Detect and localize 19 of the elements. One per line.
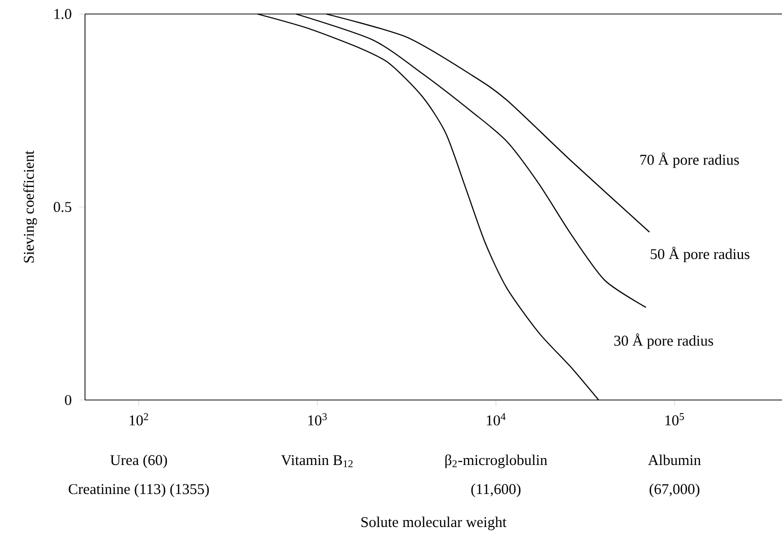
x-tick-label: 10$^{5}$ xyxy=(665,413,684,426)
y-tick-label: 0.5 xyxy=(54,202,72,212)
text: Solute molecular weight xyxy=(361,516,506,530)
text: 70 Å pore radius xyxy=(640,152,739,168)
text: Urea (60) xyxy=(110,454,167,468)
y-tick-label: 1.0 xyxy=(54,8,72,20)
text: β$_{2}$-microglobulin xyxy=(445,454,548,468)
text: Albumin xyxy=(648,454,701,466)
y-axis-title: Sieving coefficient xyxy=(23,150,37,262)
text: (11,600) xyxy=(471,484,520,498)
x-tick-label: 10$^{2}$ xyxy=(130,413,148,426)
x-tick-label: 10$^{3}$ xyxy=(308,413,327,426)
text: (67,000) xyxy=(650,484,700,498)
text: 50 Å pore radius xyxy=(650,246,750,262)
x-tick-label: 10$^{4}$ xyxy=(486,413,506,426)
text: 30 Å pore radius xyxy=(614,333,714,349)
text: Creatinine (113) (1355) xyxy=(68,484,209,498)
text: Vitamin B$_{12}$ xyxy=(281,455,353,468)
y-tick-label: 0 xyxy=(64,394,72,406)
